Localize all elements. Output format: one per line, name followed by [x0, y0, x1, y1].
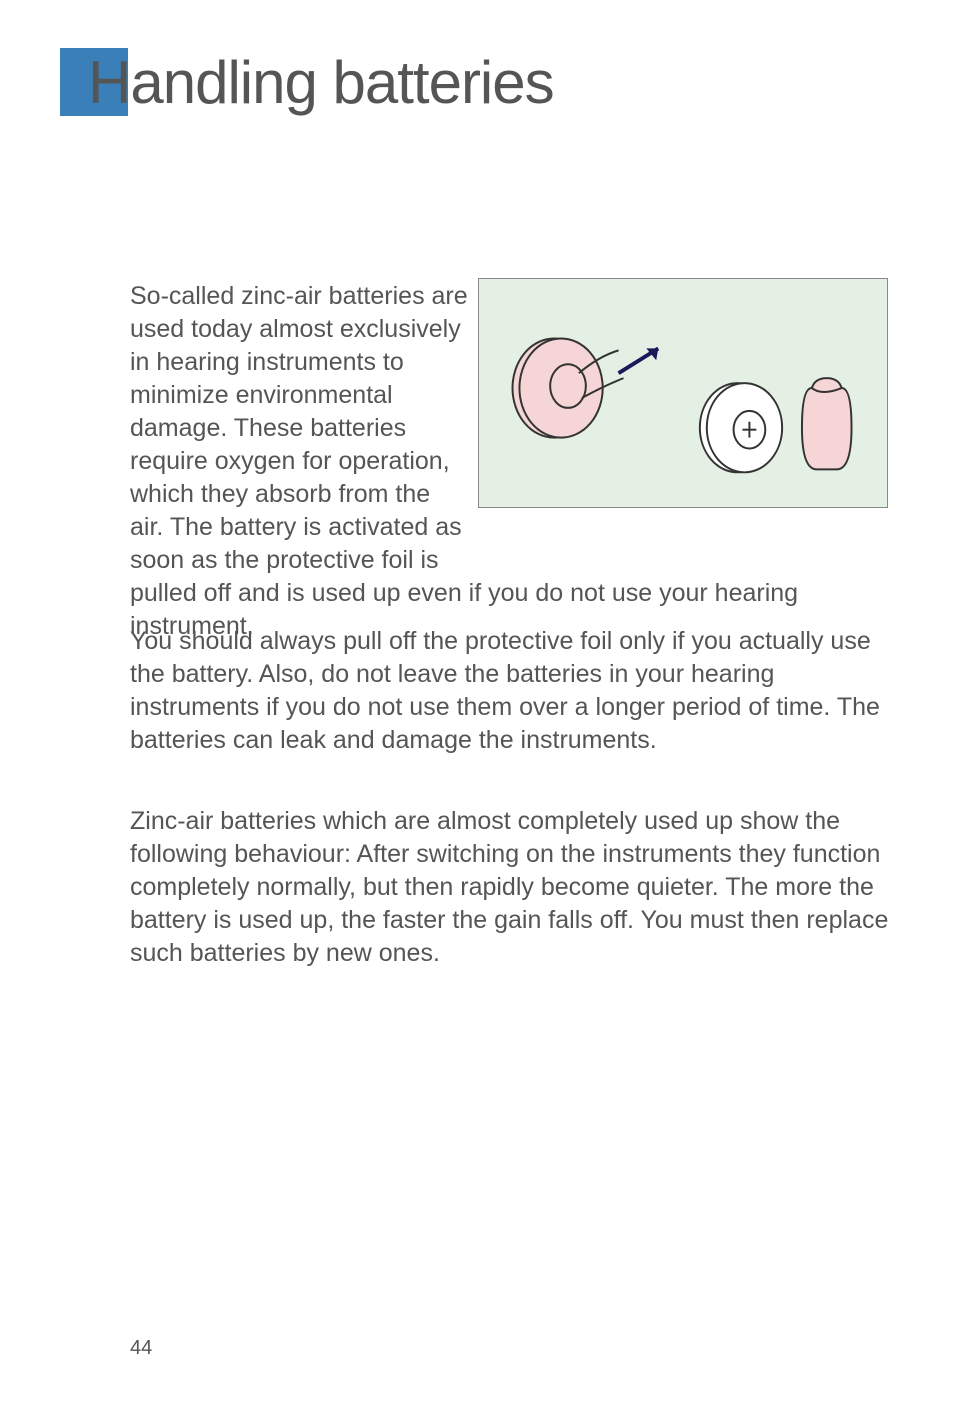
page-number: 44: [130, 1337, 152, 1360]
page-heading: Handling batteries: [88, 48, 554, 117]
paragraph-3-text: Zinc-air batteries which are almost comp…: [130, 807, 888, 967]
paragraph-2-text: You should always pull off the protectiv…: [130, 627, 880, 754]
paragraph-3: Zinc-air batteries which are almost comp…: [130, 805, 902, 970]
paragraph-1: So-called zinc-air batteries are used to…: [130, 280, 890, 643]
paragraph-2: You should always pull off the protectiv…: [130, 625, 890, 757]
